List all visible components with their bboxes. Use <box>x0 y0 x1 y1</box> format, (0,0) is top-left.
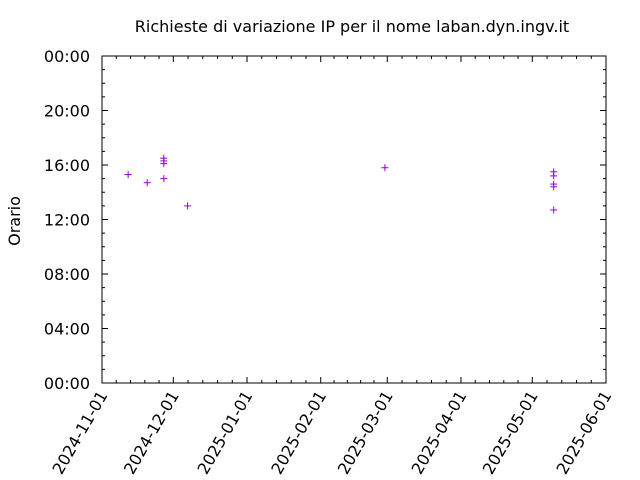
y-axis-label: Orario <box>5 196 24 246</box>
y-tick-labels: 00:00 04:00 08:00 12:00 16:00 20:00 00:00 <box>44 47 90 393</box>
data-point <box>124 171 132 179</box>
x-tick-label: 2025-02-01 <box>267 388 330 478</box>
y-tick-label: 04:00 <box>44 320 90 339</box>
plot-area-frame <box>101 55 607 384</box>
y-tick-label: 00:00 <box>44 47 90 66</box>
x-tick-label: 2024-11-01 <box>49 388 112 478</box>
x-tick-label: 2025-04-01 <box>407 388 470 478</box>
x-tick-label: 2025-06-01 <box>553 388 616 478</box>
x-tick-label: 2024-12-01 <box>120 388 183 478</box>
y-tick-label: 20:00 <box>44 102 90 121</box>
y-tick-label: 00:00 <box>44 374 90 393</box>
data-point <box>160 160 168 168</box>
x-tick-labels: 2024-11-01 2024-12-01 2025-01-01 2025-02-01… <box>49 388 616 478</box>
data-point <box>143 179 151 187</box>
data-point <box>381 164 389 172</box>
y-tick-label: 08:00 <box>44 265 90 284</box>
chart-title: Richieste di variazione IP per il nome l… <box>135 17 569 36</box>
data-point <box>550 172 558 180</box>
y-tick-label: 12:00 <box>44 211 90 230</box>
x-tick-label: 2025-05-01 <box>479 388 542 478</box>
data-points <box>124 154 558 214</box>
data-point <box>184 202 192 210</box>
x-tick-label: 2025-03-01 <box>334 388 397 478</box>
axis-ticks <box>101 55 607 384</box>
data-point <box>550 206 558 214</box>
x-tick-label: 2025-01-01 <box>194 388 257 478</box>
data-point <box>160 175 168 183</box>
y-tick-label: 16:00 <box>44 156 90 175</box>
data-point <box>550 183 558 191</box>
